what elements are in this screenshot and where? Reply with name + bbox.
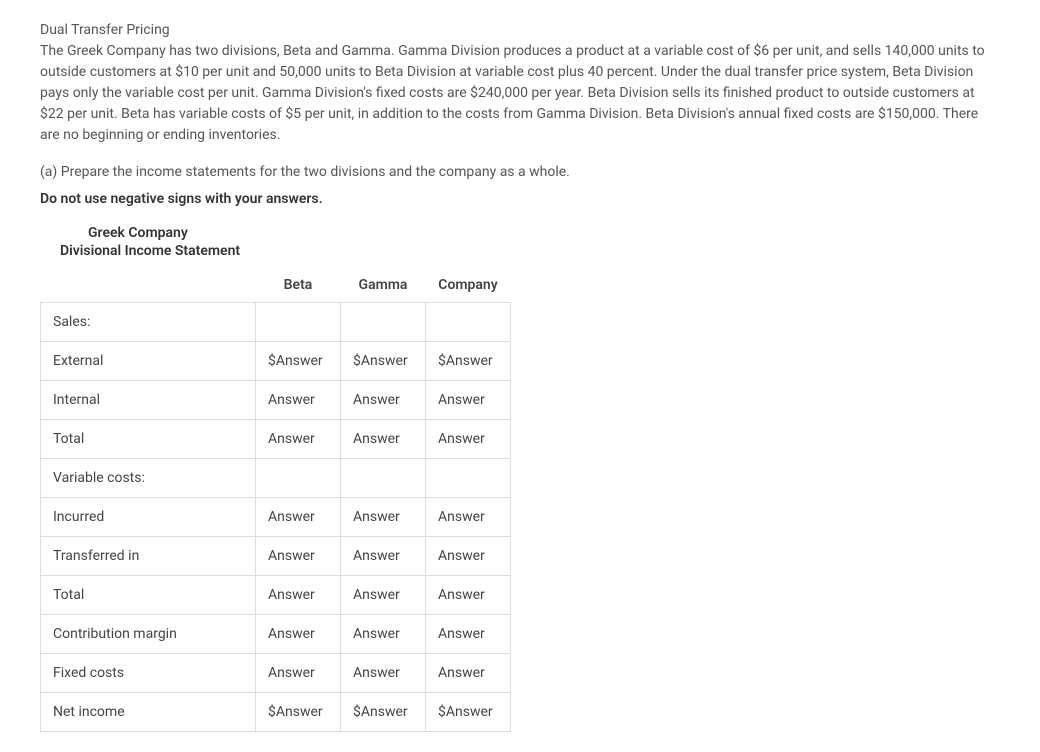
answer-cell[interactable]: Answer (256, 381, 341, 420)
answer-cell (426, 459, 511, 498)
answer-cell[interactable]: Answer (426, 381, 511, 420)
answer-cell[interactable]: Answer (426, 654, 511, 693)
problem-body: The Greek Company has two divisions, Bet… (40, 41, 1000, 146)
answer-cell[interactable]: Answer (256, 537, 341, 576)
row-label: Incurred (41, 498, 256, 537)
table-header-row: Beta Gamma Company (41, 266, 511, 303)
table-row: Variable costs: (41, 459, 511, 498)
table-row: InternalAnswerAnswerAnswer (41, 381, 511, 420)
answer-cell[interactable]: Answer (341, 537, 426, 576)
row-label: Sales: (41, 303, 256, 342)
row-label: Total (41, 420, 256, 459)
row-label: External (41, 342, 256, 381)
col-header-gamma: Gamma (341, 266, 426, 303)
row-label: Net income (41, 693, 256, 732)
part-a-instruction: (a) Prepare the income statements for th… (40, 162, 1000, 183)
answer-cell[interactable]: $Answer (341, 342, 426, 381)
answer-cell[interactable]: Answer (426, 537, 511, 576)
row-label: Internal (41, 381, 256, 420)
answer-cell[interactable]: $Answer (341, 693, 426, 732)
answer-cell[interactable]: Answer (256, 420, 341, 459)
answer-cell (341, 459, 426, 498)
answer-cell[interactable]: Answer (256, 576, 341, 615)
answer-cell (256, 303, 341, 342)
row-label: Transferred in (41, 537, 256, 576)
answer-cell (426, 303, 511, 342)
col-header-blank (41, 266, 256, 303)
answer-cell[interactable]: Answer (341, 615, 426, 654)
answer-cell[interactable]: Answer (341, 420, 426, 459)
sign-note: Do not use negative signs with your answ… (40, 189, 1000, 210)
answer-cell[interactable]: $Answer (426, 342, 511, 381)
table-row: Contribution marginAnswerAnswerAnswer (41, 615, 511, 654)
answer-cell[interactable]: $Answer (256, 342, 341, 381)
answer-cell[interactable]: Answer (426, 420, 511, 459)
table-row: TotalAnswerAnswerAnswer (41, 576, 511, 615)
table-row: Fixed costsAnswerAnswerAnswer (41, 654, 511, 693)
row-label: Fixed costs (41, 654, 256, 693)
statement-subtitle: Divisional Income Statement (60, 242, 1000, 260)
answer-cell[interactable]: $Answer (426, 693, 511, 732)
answer-cell[interactable]: Answer (341, 654, 426, 693)
answer-cell[interactable]: Answer (426, 576, 511, 615)
statement-header: Greek Company Divisional Income Statemen… (40, 224, 1000, 260)
answer-cell[interactable]: Answer (426, 498, 511, 537)
income-statement-table: Beta Gamma Company Sales:External$Answer… (40, 266, 511, 732)
answer-cell[interactable]: Answer (341, 576, 426, 615)
col-header-beta: Beta (256, 266, 341, 303)
table-row: Transferred inAnswerAnswerAnswer (41, 537, 511, 576)
answer-cell (256, 459, 341, 498)
table-row: TotalAnswerAnswerAnswer (41, 420, 511, 459)
table-row: Net income$Answer$Answer$Answer (41, 693, 511, 732)
answer-cell[interactable]: Answer (256, 654, 341, 693)
row-label: Contribution margin (41, 615, 256, 654)
answer-cell[interactable]: Answer (341, 498, 426, 537)
answer-cell (341, 303, 426, 342)
table-row: IncurredAnswerAnswerAnswer (41, 498, 511, 537)
answer-cell[interactable]: Answer (341, 381, 426, 420)
col-header-company: Company (426, 266, 511, 303)
company-name: Greek Company (60, 224, 1000, 242)
row-label: Variable costs: (41, 459, 256, 498)
problem-title: Dual Transfer Pricing (40, 20, 1000, 41)
table-row: External$Answer$Answer$Answer (41, 342, 511, 381)
answer-cell[interactable]: Answer (426, 615, 511, 654)
answer-cell[interactable]: Answer (256, 615, 341, 654)
row-label: Total (41, 576, 256, 615)
answer-cell[interactable]: $Answer (256, 693, 341, 732)
answer-cell[interactable]: Answer (256, 498, 341, 537)
table-row: Sales: (41, 303, 511, 342)
